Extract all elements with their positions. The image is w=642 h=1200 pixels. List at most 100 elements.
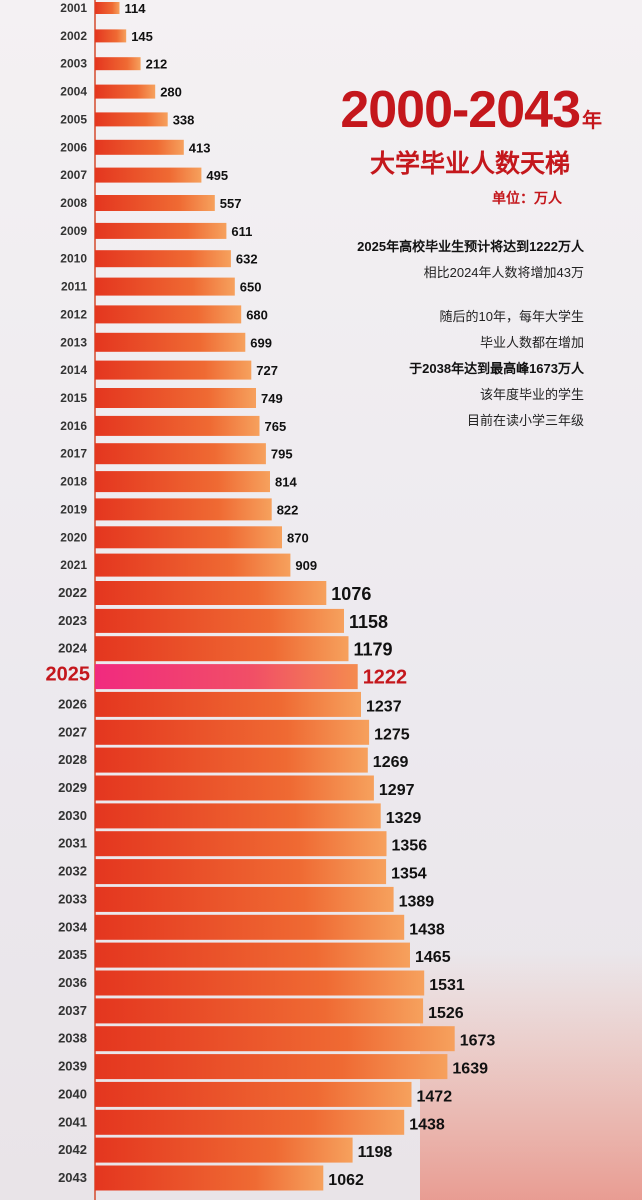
year-label: 2013 xyxy=(60,335,87,349)
value-label: 680 xyxy=(246,307,268,322)
value-label: 650 xyxy=(240,280,262,295)
note-gap xyxy=(357,286,584,304)
bar-2008 xyxy=(95,195,215,211)
year-label: 2040 xyxy=(58,1086,87,1101)
bar-2016 xyxy=(95,415,260,436)
bar-2025 xyxy=(95,664,358,690)
year-label: 2023 xyxy=(58,613,87,628)
chart-title-suffix: 年 xyxy=(582,110,602,132)
bar-2002 xyxy=(95,29,127,43)
value-label: 1179 xyxy=(354,640,393,660)
value-label: 699 xyxy=(250,335,272,350)
bar-2026 xyxy=(95,691,361,717)
bar-2015 xyxy=(95,388,256,408)
title-block: 2000-2043 年 大学毕业人数天梯 单位：万人 xyxy=(340,82,602,208)
bar-2023 xyxy=(95,608,344,633)
bar-2043 xyxy=(95,1165,324,1191)
value-label: 632 xyxy=(236,252,258,267)
year-label: 2019 xyxy=(60,502,87,516)
bar-2040 xyxy=(95,1081,412,1107)
year-label: 2030 xyxy=(58,808,87,823)
bar-2033 xyxy=(95,886,394,912)
year-label: 2001 xyxy=(60,1,87,15)
value-label: 114 xyxy=(125,1,147,16)
year-label: 2007 xyxy=(60,168,87,182)
value-label: 1237 xyxy=(366,698,402,715)
value-label: 909 xyxy=(295,558,317,573)
value-label: 1438 xyxy=(409,921,445,938)
year-label: 2014 xyxy=(60,363,87,377)
note-line: 该年度毕业的学生 xyxy=(479,387,584,402)
value-label: 822 xyxy=(277,502,299,517)
bar-2038 xyxy=(95,1026,455,1052)
note-line: 目前在读小学三年级 xyxy=(466,413,584,428)
year-label: 2022 xyxy=(58,585,87,600)
bar-2042 xyxy=(95,1137,353,1163)
year-label: 2027 xyxy=(58,724,87,739)
bar-2011 xyxy=(95,277,235,296)
year-label: 2018 xyxy=(60,475,87,489)
value-label: 1354 xyxy=(391,866,427,883)
bar-2006 xyxy=(95,139,184,155)
bar-2032 xyxy=(95,859,387,885)
bar-2010 xyxy=(95,250,231,268)
note-line: 毕业人数都在增加 xyxy=(479,335,584,350)
bar-2020 xyxy=(95,526,282,549)
year-label: 2037 xyxy=(58,1003,87,1018)
bar-2029 xyxy=(95,775,374,801)
chart-title-range: 2000-2043 xyxy=(340,81,581,139)
corner-glow xyxy=(420,950,642,1200)
value-label: 870 xyxy=(287,530,309,545)
value-label: 1329 xyxy=(386,810,422,827)
bar-2031 xyxy=(95,831,387,857)
bar-2009 xyxy=(95,222,227,239)
note-line: 于2038年达到最高峰1673万人 xyxy=(409,361,584,376)
year-label: 2006 xyxy=(60,140,87,154)
value-label: 611 xyxy=(231,224,252,239)
bar-2035 xyxy=(95,942,410,968)
bar-2036 xyxy=(95,970,425,996)
bar-2003 xyxy=(95,57,141,71)
value-label: 338 xyxy=(173,112,195,127)
bar-2007 xyxy=(95,167,202,183)
year-label: 2043 xyxy=(58,1170,87,1185)
bar-2004 xyxy=(95,84,156,99)
year-label: 2026 xyxy=(58,696,87,711)
value-label: 212 xyxy=(146,57,168,72)
value-label: 1639 xyxy=(452,1061,488,1078)
value-label: 557 xyxy=(220,196,242,211)
bar-2018 xyxy=(95,471,270,493)
year-label: 2012 xyxy=(60,307,87,321)
bar-2039 xyxy=(95,1054,448,1080)
bar-2019 xyxy=(95,498,272,521)
value-label: 1673 xyxy=(460,1033,496,1050)
year-label: 2008 xyxy=(60,196,87,210)
year-label: 2004 xyxy=(60,85,87,99)
year-label: 2038 xyxy=(58,1031,87,1046)
year-label: 2020 xyxy=(60,530,87,544)
note-line: 随后的10年，每年大学生 xyxy=(439,309,584,324)
bar-2021 xyxy=(95,553,291,577)
year-label: 2036 xyxy=(58,975,87,990)
year-label: 2041 xyxy=(58,1114,87,1129)
value-label: 765 xyxy=(265,419,287,434)
bar-2028 xyxy=(95,747,368,773)
value-label: 1062 xyxy=(328,1172,364,1189)
year-label: 2034 xyxy=(58,919,88,934)
bar-2001 xyxy=(95,2,120,14)
year-label: 2017 xyxy=(60,447,87,461)
value-label: 727 xyxy=(256,363,278,378)
year-label: 2015 xyxy=(60,391,87,405)
value-label: 280 xyxy=(160,85,182,100)
year-label: 2042 xyxy=(58,1142,87,1157)
bar-2041 xyxy=(95,1109,405,1135)
value-label: 413 xyxy=(189,140,211,155)
bar-2005 xyxy=(95,112,168,127)
year-label: 2016 xyxy=(60,419,87,433)
year-label: 2032 xyxy=(58,864,87,879)
note-line: 2025年高校毕业生预计将达到1222万人 xyxy=(357,239,584,254)
value-label: 1438 xyxy=(409,1116,445,1133)
value-label: 495 xyxy=(206,168,228,183)
year-label: 2025 xyxy=(46,664,91,686)
